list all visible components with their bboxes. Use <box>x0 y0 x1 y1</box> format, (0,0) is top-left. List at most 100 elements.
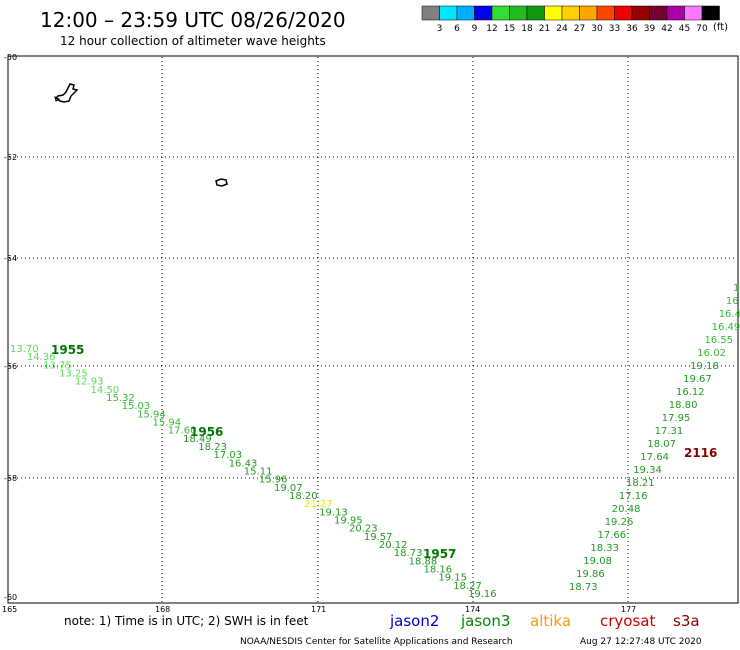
swh-value: 13.25 <box>59 369 88 380</box>
legend-label: 9 <box>472 24 478 34</box>
lon-label: 171 <box>311 605 326 614</box>
timestamp: Aug 27 12:27:48 UTC 2020 <box>580 637 702 647</box>
pass-time-label: 1955 <box>51 343 84 357</box>
lon-label: 165 <box>2 605 17 614</box>
color-legend: 3 6 9 12 15 18 21 24 27 30 33 36 39 42 45 70 <box>421 5 720 34</box>
auckland-island <box>54 83 79 103</box>
legend-label: 33 <box>609 24 620 34</box>
legend-swatch <box>701 5 720 21</box>
swh-value: 18.88 <box>409 556 438 567</box>
swh-value: 17.03 <box>214 450 243 461</box>
satellite-s3a: s3a <box>673 612 700 630</box>
swh-value: 15.11 <box>244 467 273 478</box>
lat-label: -52 <box>4 153 17 162</box>
swh-value: 19.16 <box>468 589 497 600</box>
legend-label: 12 <box>486 24 497 34</box>
legend-label: 24 <box>556 24 568 34</box>
legend-swatch <box>421 5 440 21</box>
auckland-islet <box>54 96 60 102</box>
swh-value: 16.49 <box>712 322 740 333</box>
legend-label: 30 <box>591 24 603 34</box>
swh-value: 19.86 <box>576 569 605 580</box>
swh-value: 20.48 <box>612 504 641 515</box>
legend-swatch <box>439 5 458 21</box>
swh-value: 18.20 <box>289 491 318 502</box>
legend-label: 27 <box>574 24 585 34</box>
swh-value: 17.31 <box>655 426 684 437</box>
credit-line: NOAA/NESDIS Center for Satellite Applica… <box>240 637 513 647</box>
track-west: 13.7014.3613.7513.2512.9314.5015.3215.03… <box>10 344 497 600</box>
lat-label: -58 <box>4 474 17 483</box>
swh-value: 17.66 <box>598 530 627 541</box>
pass-time-label: 1957 <box>423 547 456 561</box>
campbell-island <box>215 178 228 187</box>
lon-label: 174 <box>465 605 480 614</box>
pass-time-label: 2116 <box>684 446 717 460</box>
legend-unit: (ft) <box>713 22 728 33</box>
swh-value: 19.08 <box>583 556 612 567</box>
swh-value: 14.50 <box>91 385 120 396</box>
map-subtitle: 12 hour collection of altimeter wave hei… <box>60 34 326 48</box>
legend-swatch <box>491 5 510 21</box>
legend-label: 18 <box>521 24 533 34</box>
legend-swatch <box>474 5 493 21</box>
satellite-jason2: jason2 <box>389 612 439 630</box>
lat-label: -54 <box>4 254 17 263</box>
swh-value: 15.96 <box>259 475 288 486</box>
legend-swatch <box>614 5 633 21</box>
swh-value: 19.67 <box>683 374 712 385</box>
swh-value: 18.16 <box>424 565 453 576</box>
swh-value: 18.73 <box>569 582 598 593</box>
legend-label: 6 <box>454 24 460 34</box>
swh-value: 19.15 <box>438 573 467 584</box>
satellite-altika: altika <box>530 612 571 630</box>
map-frame <box>7 55 739 604</box>
swh-value: 17.16 <box>619 491 648 502</box>
footer-note: note: 1) Time is in UTC; 2) SWH is in fe… <box>64 614 309 628</box>
swh-value: 19.18 <box>690 361 719 372</box>
legend-label: 45 <box>679 24 690 34</box>
swh-value: 18.33 <box>590 543 619 554</box>
swh-value: 15.94 <box>137 409 166 420</box>
swh-value: 20.23 <box>349 524 378 535</box>
swh-value: 18.21 <box>626 478 655 489</box>
legend-swatch <box>579 5 598 21</box>
lon-label: 168 <box>155 605 170 614</box>
legend-swatch <box>666 5 685 21</box>
swh-value: 1 <box>733 283 739 294</box>
legend-label: 3 <box>437 24 443 34</box>
swh-value: 20.12 <box>379 540 408 551</box>
swh-value: 18.80 <box>669 400 698 411</box>
swh-value: 13.70 <box>10 344 39 355</box>
legend-swatch <box>509 5 528 21</box>
legend-label: 39 <box>644 24 656 34</box>
lat-label: -60 <box>4 593 17 602</box>
legend-swatch <box>526 5 545 21</box>
map-title: 12:00 – 23:59 UTC 08/26/2020 <box>40 8 346 32</box>
swh-value: 19.34 <box>633 465 662 476</box>
track-east: 18.73 19.86 19.08 18.33 17.66 19.26 20.48 17.16… <box>569 283 740 593</box>
swh-value: 19.95 <box>334 516 363 527</box>
swh-value: 16.02 <box>697 348 726 359</box>
swh-value: 17.64 <box>640 452 669 463</box>
swh-value: 16 <box>726 296 739 307</box>
legend-swatch <box>631 5 650 21</box>
legend-label: 70 <box>696 24 708 34</box>
legend-swatch <box>544 5 563 21</box>
legend-label: 15 <box>504 24 515 34</box>
legend-swatch <box>596 5 615 21</box>
swh-value: 12.93 <box>75 377 104 388</box>
swh-value: 16.4 <box>719 309 740 320</box>
swh-value: 17.60 <box>168 426 197 437</box>
legend-label: 36 <box>626 24 638 34</box>
legend-swatch <box>561 5 580 21</box>
swh-value: 19.57 <box>364 532 393 543</box>
satellite-cryosat: cryosat <box>600 612 655 630</box>
swh-value: 18.23 <box>198 442 227 453</box>
swh-value: 19.26 <box>605 517 634 528</box>
swh-value: 18.07 <box>647 439 676 450</box>
lat-label: -56 <box>4 362 17 371</box>
legend-swatch <box>649 5 668 21</box>
legend-label: 42 <box>661 24 672 34</box>
